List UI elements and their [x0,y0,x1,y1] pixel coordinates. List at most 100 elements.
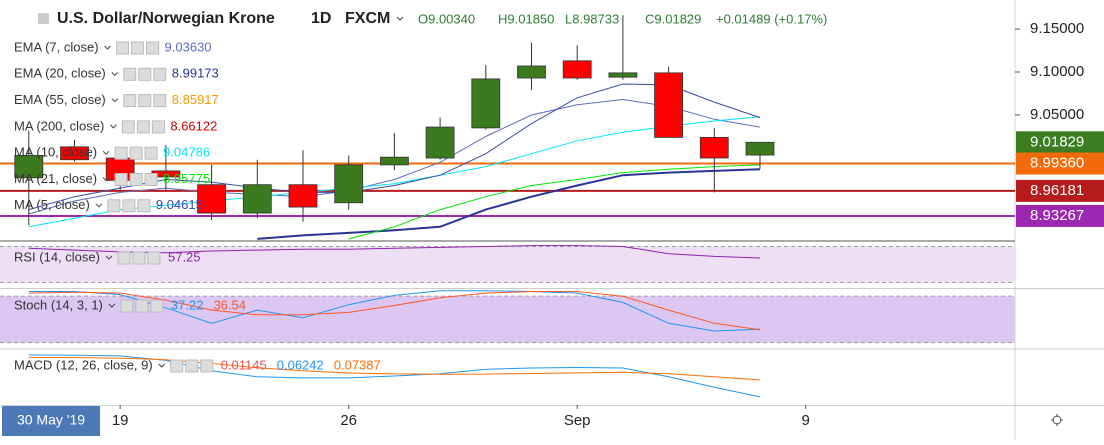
legend-icon[interactable] [170,359,184,373]
legend-icon[interactable] [185,359,199,373]
x-tick-label: 26 [340,412,357,429]
price-label: 8.96181 [1030,182,1084,199]
legend-icon[interactable] [138,94,152,108]
price-label: 8.99360 [1030,154,1084,171]
legend-name: EMA (7, close) [14,39,99,54]
chart-title: U.S. Dollar/Norwegian Krone [57,10,275,27]
pane-legend-name: RSI (14, close) [14,249,100,264]
price-label: 8.93267 [1030,207,1084,224]
chevron[interactable] [111,98,119,103]
legend-value: 0.01145 [221,357,267,372]
legend-icon[interactable] [123,94,137,108]
chevron[interactable] [102,150,110,155]
price-label-box [1016,131,1104,154]
legend-icon[interactable] [114,173,128,186]
chevron[interactable] [158,363,166,368]
candle-body [471,78,501,129]
cursor-date: 30 May '19 [17,412,85,428]
candle-body [562,60,592,79]
x-tick-label: 19 [112,412,129,429]
candle-body [14,155,44,179]
chevron[interactable] [396,16,404,21]
candle-body [379,156,409,166]
chevron[interactable] [109,124,117,129]
legend-icon[interactable] [146,41,160,55]
legend-icon[interactable] [147,251,161,265]
candle-body [699,136,729,159]
legend-icon[interactable] [150,299,164,313]
legend-icon[interactable] [114,146,128,160]
chevron[interactable] [111,71,119,77]
ohlc-low: L8.98733 [565,11,619,26]
pane-legend-name: Stoch (14, 3, 1) [14,297,103,312]
legend-value: 0.06242 [277,357,324,372]
candle-body [334,164,364,204]
legend-icon[interactable] [135,299,149,313]
legend-icon[interactable] [153,67,167,81]
overlay-line [28,98,761,215]
ohlc-high: H9.01850 [498,11,554,26]
legend-icon[interactable] [136,120,150,134]
legend-name: MA (10, close) [14,145,97,160]
candle-body [288,184,318,208]
legend-value: 8.99173 [172,66,219,81]
legend-value: 9.03630 [165,39,212,54]
legend-icon[interactable] [151,120,165,134]
legend-icon[interactable] [107,199,121,213]
price-label-box [1016,204,1104,227]
band-fill [0,296,1015,343]
chevron[interactable] [108,303,116,308]
legend-icon[interactable] [121,120,135,134]
legend-icon[interactable] [123,67,137,81]
legend-icon[interactable] [117,251,131,265]
legend-icon[interactable] [153,94,167,108]
legend-icon[interactable] [129,173,143,186]
chevron[interactable] [105,255,113,260]
x-tick-label: Sep [564,412,591,429]
price-label-box [1016,152,1104,175]
legend-icon[interactable] [132,251,146,265]
x-tick-label: 9 [802,412,810,429]
candle-body [608,72,638,78]
y-tick-label: 9.05000 [1030,106,1084,123]
chevron[interactable] [102,177,110,182]
chevron[interactable] [104,45,111,50]
legend-value: 8.66122 [170,118,217,133]
legend-icon[interactable] [144,173,158,186]
indicator-line [28,356,761,381]
legend-icon[interactable] [144,146,158,160]
ohlc-change: +0.01489 (+0.17%) [716,11,827,26]
indicator-line [28,291,761,331]
overlay-line [257,168,761,240]
price-label-box [1016,179,1104,202]
legend-name: EMA (20, close) [14,66,106,81]
interval[interactable]: 1D [311,10,331,27]
legend-icon[interactable] [131,41,145,55]
cursor-date-box [2,406,100,436]
overlay-line [348,164,761,240]
price-label: 9.01829 [1030,133,1084,150]
overlay-line [28,116,761,228]
legend-icon[interactable] [137,199,151,213]
candle-body [60,146,89,161]
ohlc-close: C9.01829 [645,11,701,26]
candle-body [745,141,775,156]
legend-name: EMA (55, close) [14,92,106,107]
legend-icon[interactable] [200,359,214,373]
candle-body [197,184,226,214]
candle-body [425,126,455,159]
y-tick-label: 9.15000 [1030,20,1084,37]
candle-body [242,184,272,214]
legend-icon[interactable] [116,41,130,55]
legend-icon[interactable] [120,299,134,313]
legend-value: 9.04615 [156,197,203,212]
legend-value: 0.07387 [334,357,381,372]
legend-name: MA (200, close) [14,118,104,133]
legend-icon[interactable] [138,67,152,81]
chevron[interactable] [95,203,103,208]
legend-icon[interactable] [129,146,143,160]
settings-icon[interactable] [1052,415,1062,425]
legend-icon[interactable] [122,199,136,213]
